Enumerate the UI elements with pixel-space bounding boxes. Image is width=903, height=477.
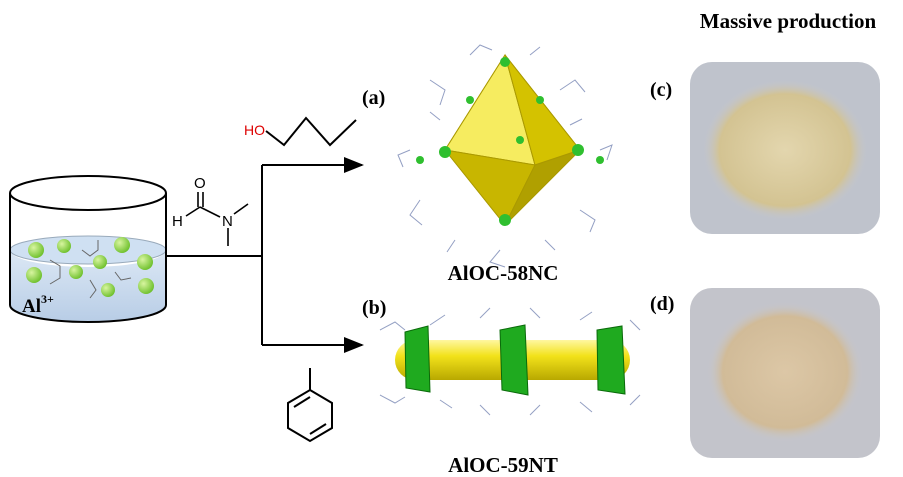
panel-tag: (c) [650, 79, 672, 101]
product-name: AlOC-59NT [448, 453, 558, 477]
element: Al [22, 296, 41, 317]
title: Massive production [700, 9, 877, 33]
charge: 3+ [41, 292, 54, 306]
beaker: Al3+ [10, 176, 166, 322]
atom-label: O [194, 175, 206, 192]
panel-tag: (d) [650, 293, 674, 315]
atom-label: H [172, 213, 183, 230]
dmf: H O N [172, 175, 248, 246]
figure: Massive production Al3+ HO H O N [0, 0, 903, 477]
arrows [166, 165, 362, 345]
photo [690, 62, 880, 234]
photo [690, 288, 880, 458]
atom-label: HO [244, 122, 265, 138]
nanotube [380, 308, 640, 415]
atom-label: N [222, 213, 233, 230]
octahedron [398, 45, 612, 267]
butanol: HO [244, 118, 356, 145]
toluene [288, 368, 332, 441]
product-name: AlOC-58NC [448, 261, 559, 285]
panel-tag: (b) [362, 297, 386, 319]
panel-tag: (a) [362, 87, 385, 109]
